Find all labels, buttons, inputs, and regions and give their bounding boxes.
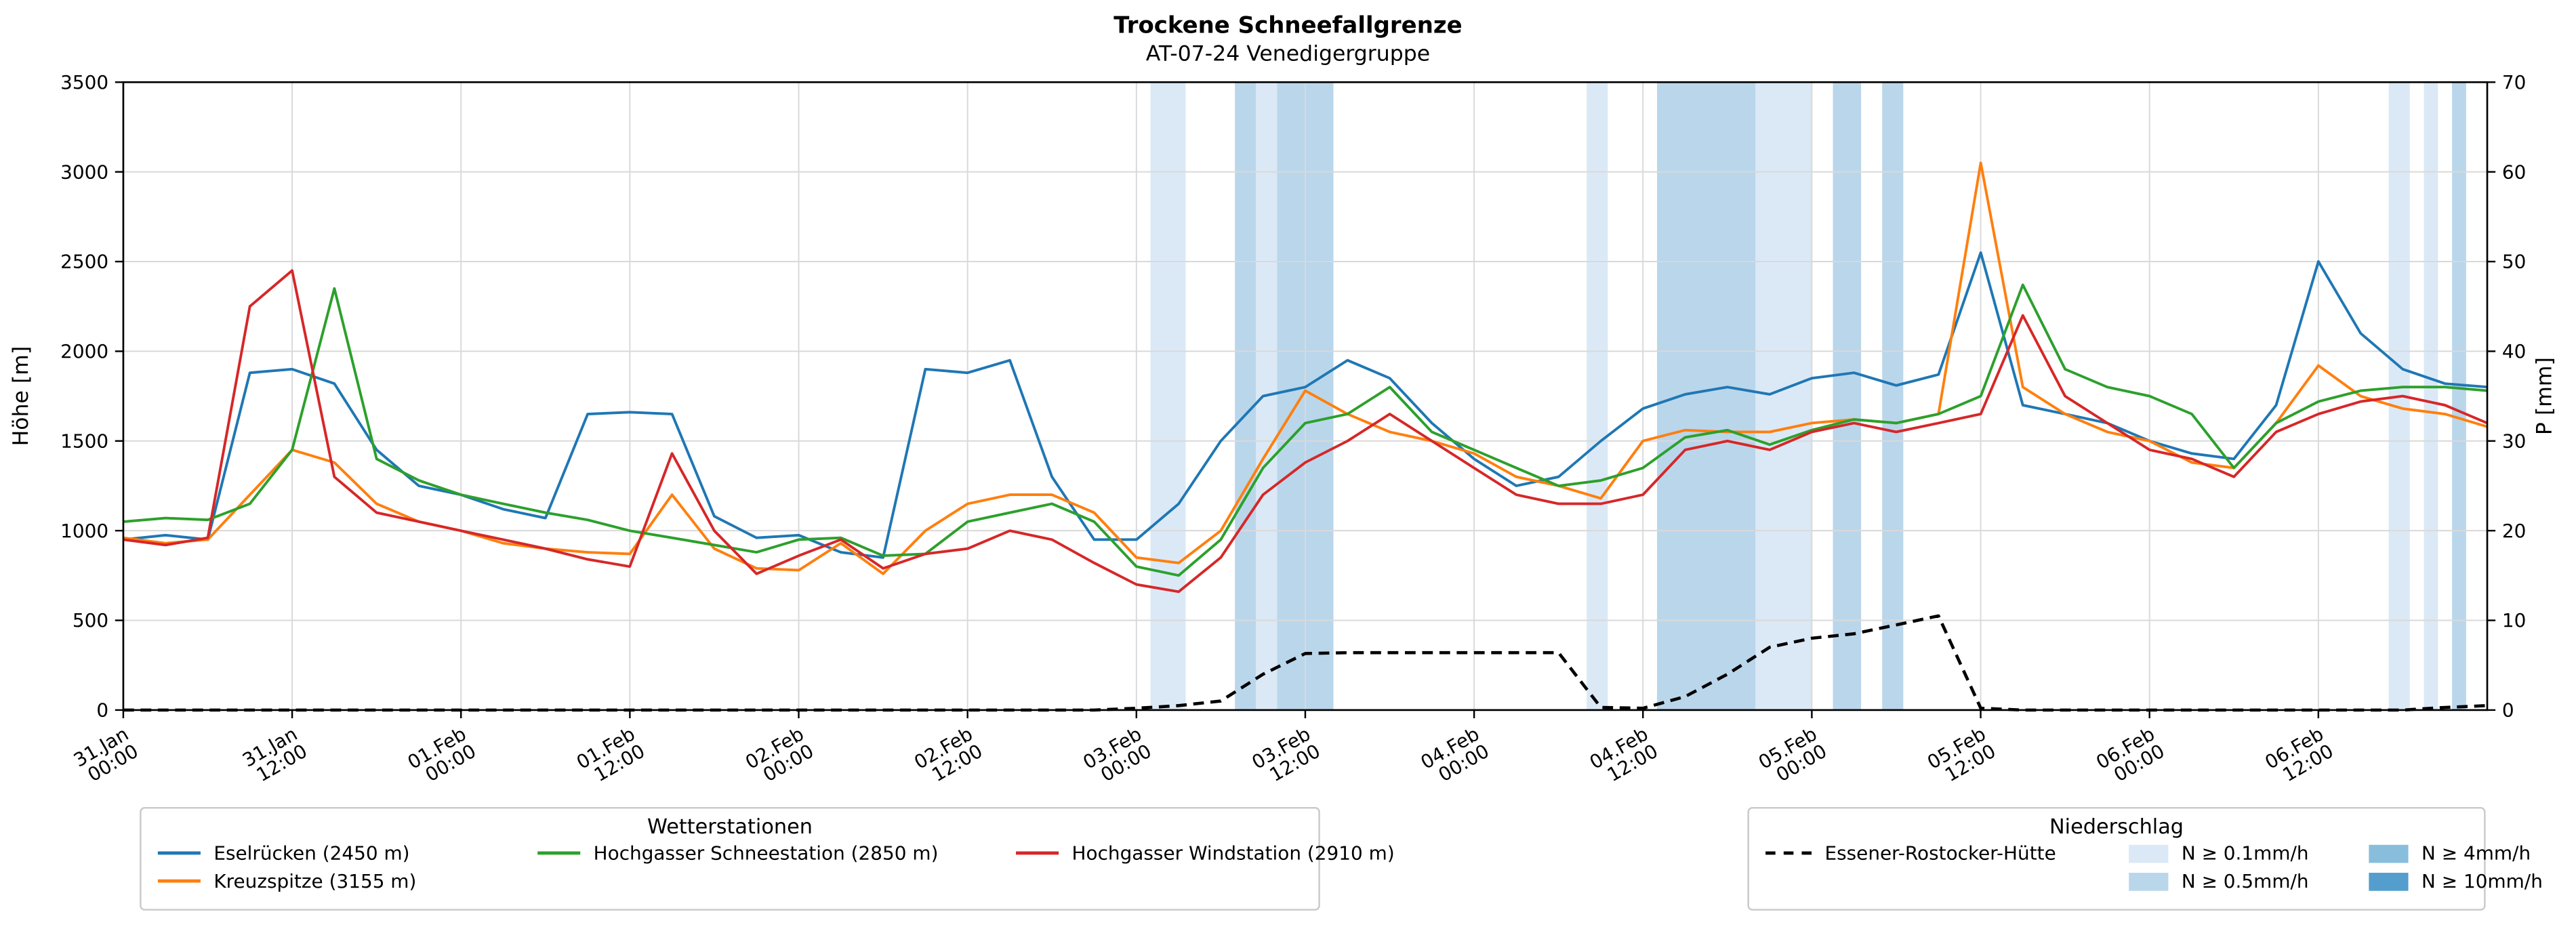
ytick-left: 2000 [60, 340, 108, 363]
ytick-right: 70 [2502, 71, 2526, 94]
xtick-label: 01.Feb00:00 [404, 722, 480, 791]
svg-text:04.Feb12:00: 04.Feb12:00 [1586, 722, 1662, 791]
legend-item-n05: N ≥ 0.5mm/h [2129, 869, 2326, 892]
ytick-right: 50 [2502, 251, 2526, 273]
xtick-label: 04.Feb12:00 [1586, 722, 1662, 791]
series-line-hochgasser-schneestation-2850-m- [123, 283, 2488, 577]
xtick-label: 06.Feb12:00 [2261, 722, 2337, 791]
series-line-essener-rostocker-h-tte [123, 614, 2488, 712]
legend-item-essener-rostocker-huette: Essener-Rostocker-Hütte [1765, 842, 2086, 865]
xtick-label: 05.Feb12:00 [1923, 722, 1999, 791]
ytick-right: 0 [2502, 699, 2514, 722]
legend-item-kreuzspitze: Kreuzspitze (3155 m) [157, 869, 495, 893]
legend-item-eselruecken: Eselrücken (2450 m) [157, 841, 495, 865]
legend-label: N ≥ 0.5mm/h [2181, 869, 2309, 893]
legend-item-n01: N ≥ 0.1mm/h [2129, 842, 2326, 865]
svg-text:01.Feb00:00: 01.Feb00:00 [404, 722, 480, 791]
chart-canvas: 0 500 1000 1500 2000 2500 3000 3500 0 10 20 30 40 50 6… [9, 71, 2557, 791]
legend-label: Hochgasser Windstation (2910 m) [1071, 841, 1395, 865]
xtick-label: 03.Feb12:00 [1248, 722, 1324, 791]
chart-subtitle: AT-07-24 Venedigergruppe [1145, 43, 1431, 68]
legend-label: N ≥ 4mm/h [2421, 841, 2531, 865]
ytick-left: 500 [73, 609, 108, 632]
ytick-right: 10 [2502, 609, 2526, 632]
precip-band-0.5 [1882, 82, 1904, 710]
ytick-left: 2500 [60, 251, 108, 273]
svg-text:03.Feb00:00: 03.Feb00:00 [1079, 722, 1155, 791]
precip-band-0.1 [1150, 82, 1186, 710]
xtick-label: 03.Feb00:00 [1079, 722, 1155, 791]
kreuzspitze-line-swatch [157, 879, 201, 883]
xtick-label: 01.Feb12:00 [573, 722, 649, 791]
precip-4-swatch [2369, 844, 2409, 863]
legend-precip-title: Niederschlag [2049, 813, 2184, 839]
series-line-eselr-cken-2450-m- [123, 251, 2488, 559]
legend-niederschlag: Niederschlag Essener-Rostocker-Hütte N ≥… [1747, 806, 2543, 911]
svg-text:06.Feb00:00: 06.Feb00:00 [2092, 722, 2168, 791]
xtick-label: 05.Feb00:00 [1755, 722, 1831, 791]
svg-text:05.Feb12:00: 05.Feb12:00 [1923, 722, 1999, 791]
xtick-label: 06.Feb00:00 [2092, 722, 2168, 791]
svg-text:05.Feb00:00: 05.Feb00:00 [1755, 722, 1831, 791]
xtick-label: 02.Feb12:00 [910, 722, 986, 791]
svg-text:31.Jan12:00: 31.Jan12:00 [239, 722, 311, 788]
precip-band-0.5 [1833, 82, 1862, 710]
chart-title: Trockene Schneefallgrenze [1113, 13, 1463, 40]
ytick-left: 0 [96, 699, 108, 722]
series-line-hochgasser-windstation-2910-m- [123, 269, 2488, 594]
svg-text:02.Feb12:00: 02.Feb12:00 [910, 722, 986, 791]
svg-text:31.Jan00:00: 31.Jan00:00 [70, 722, 142, 788]
svg-text:03.Feb12:00: 03.Feb12:00 [1248, 722, 1324, 791]
xtick-label: 02.Feb00:00 [741, 722, 817, 791]
axis-ticks [115, 81, 2496, 719]
precip-band-0.1 [1587, 82, 1608, 710]
windstation-line-swatch [1016, 851, 1059, 855]
precip-band-0.5 [1657, 82, 1756, 710]
legend-label: Essener-Rostocker-Hütte [1824, 841, 2056, 865]
schneestation-line-swatch [537, 851, 581, 855]
xtick-label: 04.Feb00:00 [1417, 722, 1493, 791]
legend-wetterstationen: Wetterstationen Eselrücken (2450 m) Hoch… [140, 806, 1395, 911]
legend-stations-title: Wetterstationen [647, 813, 813, 839]
precip-band-0.5 [1235, 82, 1256, 710]
legend-label: Hochgasser Schneestation (2850 m) [593, 841, 939, 865]
ytick-left: 3000 [60, 161, 108, 183]
ytick-right: 30 [2502, 430, 2526, 452]
ytick-left: 3500 [60, 71, 108, 94]
legend-item-n10: N ≥ 10mm/h [2369, 869, 2543, 892]
legend-label: N ≥ 0.1mm/h [2181, 841, 2309, 865]
legend-label: N ≥ 10mm/h [2421, 869, 2543, 893]
legend-dash-sample [1765, 851, 1812, 855]
ytick-left: 1000 [60, 520, 108, 542]
precip-band-0.1 [2424, 82, 2438, 710]
precip-band-0.1 [1755, 82, 1812, 710]
legend-label: Kreuzspitze (3155 m) [213, 869, 417, 893]
xtick-label: 31.Jan12:00 [239, 722, 311, 788]
series-lines [123, 161, 2488, 712]
ytick-right: 20 [2502, 520, 2526, 542]
ytick-right: 40 [2502, 340, 2526, 363]
legend-item-n4: N ≥ 4mm/h [2369, 842, 2543, 865]
svg-text:01.Feb12:00: 01.Feb12:00 [573, 722, 649, 791]
precip-bands [1150, 82, 2466, 710]
legend-item-hochgasser-windstation: Hochgasser Windstation (2910 m) [1016, 842, 1395, 865]
precip-band-0.5 [2452, 82, 2466, 710]
svg-text:06.Feb12:00: 06.Feb12:00 [2261, 722, 2337, 791]
precip-10-swatch [2369, 871, 2409, 890]
gridlines [122, 81, 2488, 711]
precip-01-swatch [2129, 844, 2169, 863]
svg-text:04.Feb00:00: 04.Feb00:00 [1417, 722, 1493, 791]
legend-item-hochgasser-schneestation: Hochgasser Schneestation (2850 m) [537, 842, 973, 865]
y-axis-label-right: P [mm] [2533, 357, 2557, 435]
ytick-right: 60 [2502, 161, 2526, 183]
xtick-label: 31.Jan00:00 [70, 722, 142, 788]
precip-05-swatch [2129, 871, 2169, 890]
eselruecken-line-swatch [157, 851, 201, 855]
y-axis-label-left: Höhe [m] [9, 346, 33, 447]
legend-label: Eselrücken (2450 m) [213, 841, 410, 865]
ytick-left: 1500 [60, 430, 108, 452]
series-line-kreuzspitze-3155-m- [123, 161, 2488, 575]
svg-text:02.Feb00:00: 02.Feb00:00 [741, 722, 817, 791]
